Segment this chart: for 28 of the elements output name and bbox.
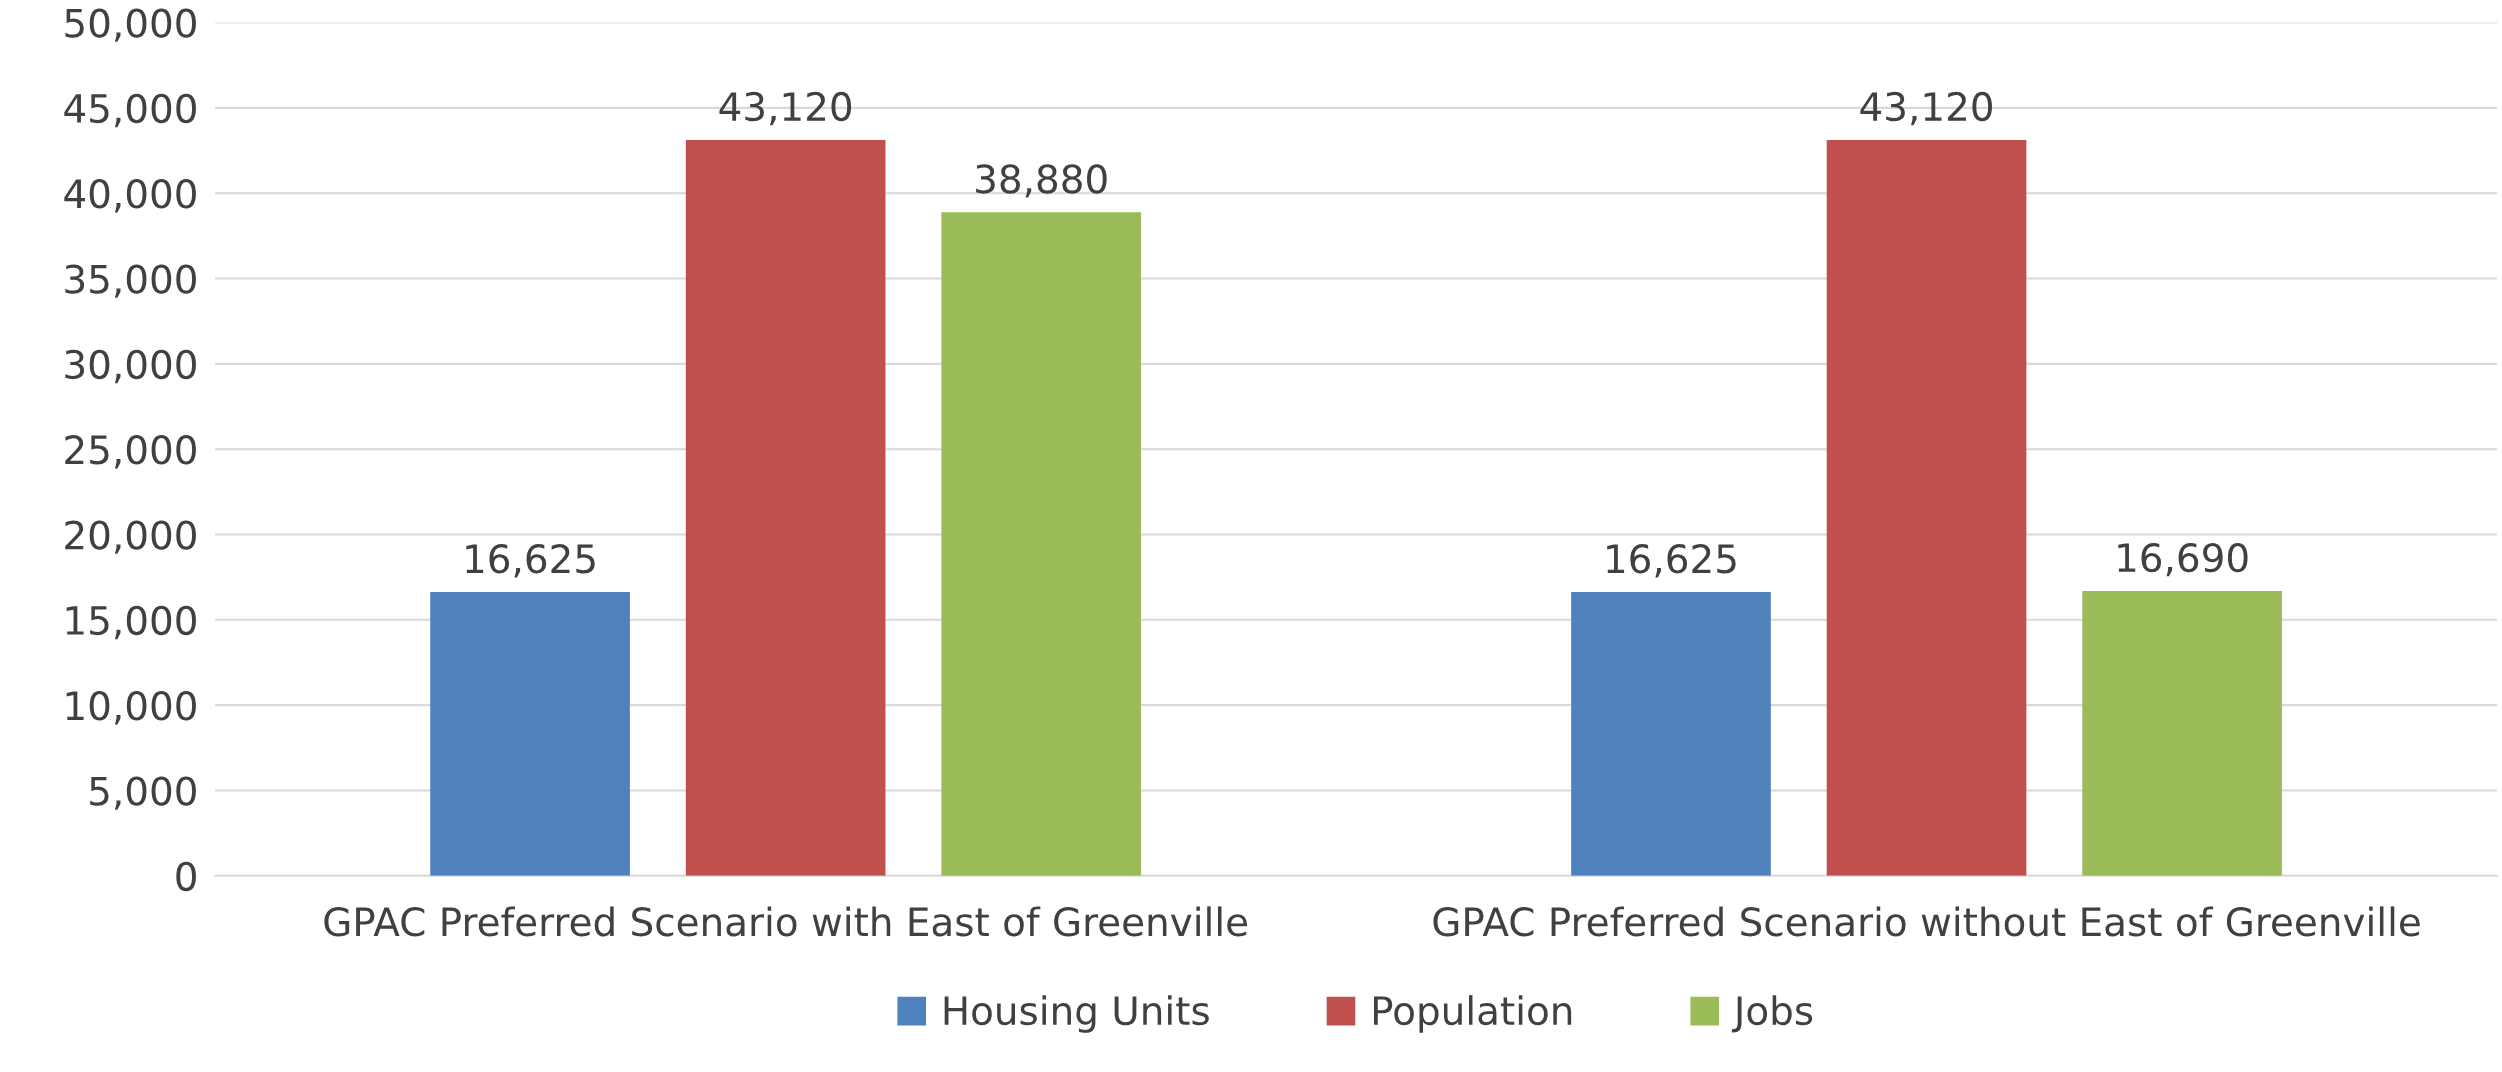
bar bbox=[941, 212, 1142, 876]
y-tick-label: 45,000 bbox=[64, 93, 196, 128]
x-tick-label: GPAC Preferred Scenario without East of Greenville bbox=[1433, 906, 2420, 937]
legend-label: Jobs bbox=[1731, 995, 1813, 1033]
legend-label: Housing Units bbox=[944, 995, 1209, 1033]
y-tick-label: 15,000 bbox=[66, 605, 196, 640]
y-tick-label: 5,000 bbox=[90, 776, 196, 810]
legend-label: Population bbox=[1373, 995, 1572, 1033]
x-tick-label: GPAC Preferred Scenario with East of Greenville bbox=[324, 906, 1247, 937]
data-label: 16,690 bbox=[2118, 542, 2248, 577]
y-tick-label: 50,000 bbox=[65, 8, 196, 42]
y-tick-label: 20,000 bbox=[65, 520, 196, 554]
y-tick-label: 30,000 bbox=[65, 349, 196, 384]
y-tick-label: 0 bbox=[176, 861, 196, 892]
data-label: 43,120 bbox=[719, 91, 852, 126]
bar bbox=[1826, 139, 2027, 876]
y-tick-label: 10,000 bbox=[66, 691, 196, 725]
y-tick-label: 40,000 bbox=[64, 179, 196, 213]
y-tick-label: 35,000 bbox=[65, 264, 196, 298]
data-label: 16,625 bbox=[466, 544, 595, 578]
data-label: 43,120 bbox=[1860, 91, 1992, 126]
data-label: 38,880 bbox=[976, 164, 1107, 198]
bar bbox=[430, 592, 630, 876]
data-label: 16,625 bbox=[1607, 544, 1736, 578]
y-tick-label: 25,000 bbox=[65, 435, 196, 469]
bar bbox=[1571, 592, 1771, 876]
bar bbox=[685, 139, 886, 876]
bar bbox=[2082, 590, 2282, 876]
